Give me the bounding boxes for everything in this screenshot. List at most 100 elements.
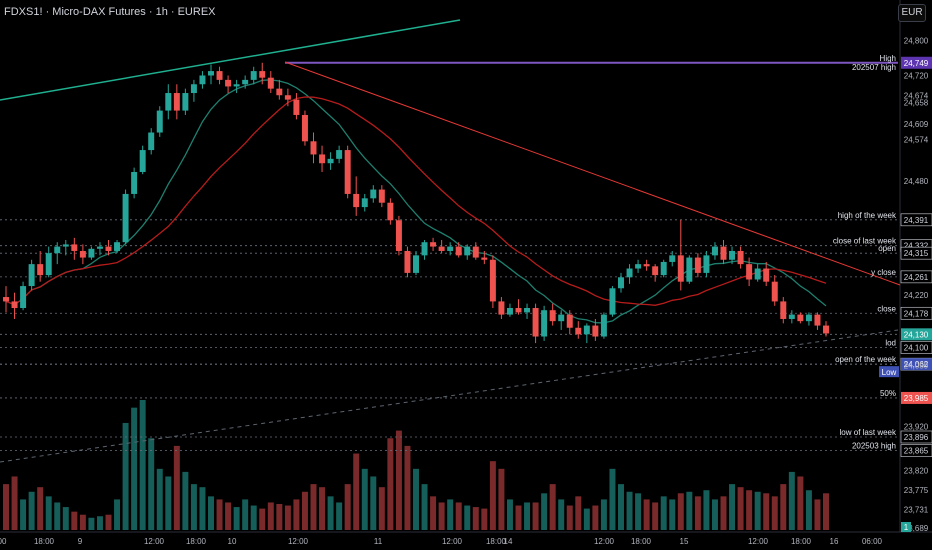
level-label: open of the week bbox=[835, 355, 897, 364]
volume-bar bbox=[703, 490, 710, 530]
candle-body bbox=[208, 71, 214, 76]
volume-bar bbox=[558, 499, 565, 530]
candle-body bbox=[515, 308, 522, 313]
volume-bar bbox=[37, 487, 44, 530]
candle-body bbox=[131, 172, 138, 194]
low-label: Low bbox=[882, 368, 897, 377]
x-tick-label: 16 bbox=[830, 537, 839, 546]
x-tick-label: 9 bbox=[78, 537, 83, 546]
candle-body bbox=[336, 150, 343, 159]
volume-bar bbox=[71, 511, 78, 530]
candle-body bbox=[626, 268, 633, 278]
price-tag-bg bbox=[900, 246, 932, 260]
candle-body bbox=[549, 310, 556, 322]
candle-body bbox=[190, 84, 197, 94]
low-badge bbox=[879, 366, 899, 378]
candle-body bbox=[635, 264, 642, 269]
volume-bar bbox=[600, 499, 607, 530]
volume-bar bbox=[182, 471, 189, 530]
volume-bar bbox=[45, 496, 52, 530]
candle-body bbox=[643, 264, 650, 267]
price-tag: 24,100 bbox=[904, 343, 929, 352]
price-tag: 24,130 bbox=[904, 330, 929, 339]
volume-bar bbox=[549, 484, 556, 530]
candle-body bbox=[54, 246, 61, 254]
volume-bar bbox=[763, 493, 770, 530]
volume-bar bbox=[139, 400, 146, 530]
volume-bar bbox=[805, 490, 812, 530]
candle-body bbox=[395, 220, 402, 251]
candle-body bbox=[686, 257, 693, 282]
x-tick-label: 00 bbox=[0, 537, 7, 546]
candle-body bbox=[455, 246, 462, 256]
candle-body bbox=[805, 314, 812, 322]
x-tick-label: 14 bbox=[504, 537, 513, 546]
candle-body bbox=[498, 301, 505, 315]
price-tag: 24,332 bbox=[904, 242, 929, 251]
candle-body bbox=[122, 193, 129, 243]
candle-body bbox=[199, 75, 206, 85]
volume-bar bbox=[737, 487, 744, 530]
volume-bar bbox=[395, 430, 402, 530]
x-tick-label: 15 bbox=[680, 537, 689, 546]
volume-bar bbox=[131, 407, 138, 530]
candle-body bbox=[378, 189, 385, 203]
x-tick-label: 11 bbox=[374, 537, 383, 546]
candle-body bbox=[387, 202, 394, 221]
price-tag: 23,985 bbox=[904, 394, 929, 403]
volume-bar bbox=[498, 468, 505, 530]
volume-bar bbox=[233, 507, 240, 530]
volume-bar bbox=[96, 516, 103, 530]
price-tag: 24,391 bbox=[904, 216, 929, 225]
volume-bar bbox=[353, 453, 360, 530]
x-tick-label: 12:00 bbox=[748, 537, 769, 546]
volume-bar bbox=[447, 499, 454, 530]
volume-bar bbox=[472, 507, 479, 530]
volume-bar bbox=[814, 499, 821, 530]
volume-bar bbox=[165, 476, 172, 530]
volume-bar bbox=[208, 496, 214, 530]
candle-body bbox=[447, 246, 454, 251]
candle-body bbox=[20, 286, 27, 309]
level-label: low of last week bbox=[840, 428, 897, 437]
candle-body bbox=[182, 93, 189, 111]
y-tick-label: 24,480 bbox=[904, 177, 929, 186]
y-tick-label: 23,731 bbox=[904, 505, 929, 514]
x-tick-label: 12:00 bbox=[442, 537, 463, 546]
price-tag: 24,315 bbox=[904, 249, 929, 258]
candle-body bbox=[173, 93, 180, 111]
candle-body bbox=[720, 246, 727, 260]
candle-body bbox=[609, 288, 616, 315]
level-label: High bbox=[880, 54, 896, 63]
volume-bar bbox=[421, 484, 428, 530]
x-tick-label: 18:00 bbox=[34, 537, 55, 546]
price-tag-bg bbox=[900, 213, 932, 227]
volume-bar bbox=[635, 493, 642, 530]
volume-bar bbox=[652, 502, 659, 530]
volume-bar bbox=[404, 445, 411, 530]
candle-body bbox=[216, 71, 223, 80]
volume-bar bbox=[378, 487, 385, 530]
price-tag-bg bbox=[900, 341, 932, 354]
candle-body bbox=[763, 268, 770, 282]
price-tag: 24,261 bbox=[904, 273, 929, 282]
candle-body bbox=[583, 325, 590, 335]
candle-body bbox=[353, 193, 360, 208]
candle-body bbox=[746, 264, 753, 280]
candle-body bbox=[788, 314, 795, 319]
candle-body bbox=[96, 246, 103, 249]
currency-button[interactable]: EUR bbox=[898, 4, 926, 22]
volume-bar bbox=[711, 499, 718, 530]
candle-body bbox=[729, 250, 736, 260]
volume-bar bbox=[327, 496, 334, 530]
candle-body bbox=[11, 301, 18, 309]
volume-bar bbox=[566, 505, 573, 530]
candle-body bbox=[370, 189, 377, 199]
level-label: 50% bbox=[880, 389, 896, 398]
y-tick-label: 24,574 bbox=[904, 136, 929, 145]
candle-body bbox=[114, 242, 121, 251]
candle-body bbox=[472, 246, 479, 258]
candle-body bbox=[600, 314, 607, 337]
level-label: high of the week bbox=[838, 211, 897, 220]
